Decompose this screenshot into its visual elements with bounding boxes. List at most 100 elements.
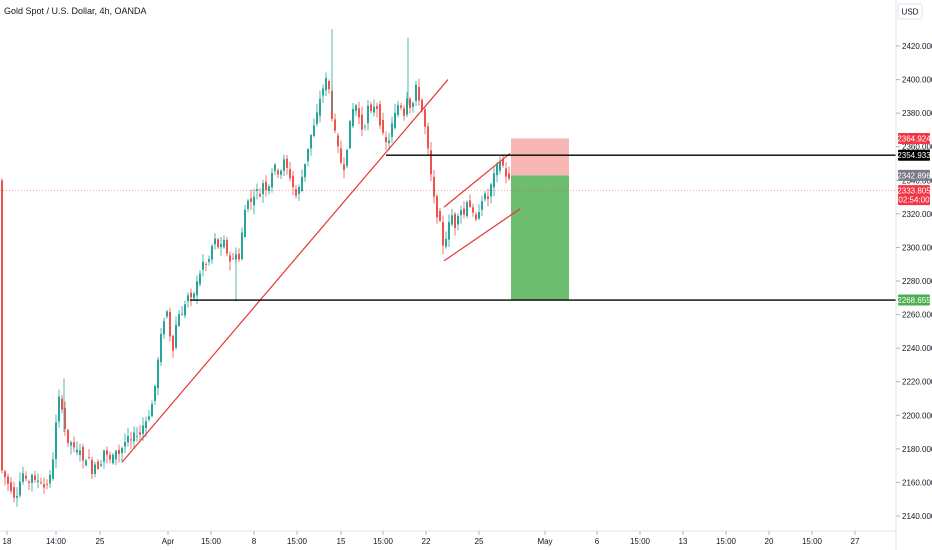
target-tag[interactable]: 2268.655 [897,294,931,306]
candle-body [424,109,426,127]
channel-lower[interactable] [443,208,521,262]
candle-body [265,181,267,191]
stop-loss-zone[interactable] [511,138,569,176]
candle-body [184,304,186,316]
candle-body [433,176,435,197]
candle-body [343,164,345,171]
price-tick-label: 2420.000 [902,42,932,51]
candle-body [160,333,162,363]
candle-body [70,442,72,446]
candle-body [118,449,120,455]
last-price-tag-bg [898,185,930,206]
candle-body [196,281,198,296]
candle-body [280,170,282,175]
price-tick-label: 2380.000 [902,109,932,118]
candle-body [46,483,48,485]
candle-body [358,108,360,118]
candle-body [34,475,36,481]
candle-body [304,164,306,178]
candle-body [88,457,90,458]
entry-tag-bg [898,169,930,181]
candle-body [109,454,111,460]
candle-body [64,408,66,429]
candle-body [427,126,429,149]
candle-body [190,292,192,298]
ascending-trendline[interactable] [121,79,449,463]
candle-body [16,495,18,498]
candle-body [505,168,507,177]
candle-body [199,273,201,285]
candle-body [337,135,339,147]
candle-body [310,135,312,149]
candle-body [475,214,477,220]
candle-body [397,105,399,116]
candle-body [25,475,27,479]
target-tag-value: 2268.655 [897,296,931,305]
candle-body [490,184,492,197]
time-tick-label: 25 [475,537,484,546]
chart-pane[interactable] [0,0,896,531]
stop-loss-tag[interactable]: 2364.924 [897,132,931,144]
candle-body [370,104,372,112]
candle-body [319,98,321,116]
candle-body [448,222,450,240]
time-tick-label: 15:00 [716,537,737,546]
candle-body [205,264,207,265]
price-tick-label: 2360.000 [902,143,932,152]
candle-body [367,105,369,124]
candle-body [487,196,489,199]
candle-body [349,121,351,149]
stop-loss-tag-bg [898,132,930,144]
entry-tag[interactable]: 2342.896 [897,169,931,181]
candle-body [187,295,189,302]
time-tick-label: 8 [252,537,257,546]
candle-body [145,421,147,429]
price-axis[interactable]: 2140.000 2160.000 2180.000 2200.000 2220.000… [896,42,932,521]
candle-body [124,441,126,447]
candle-body [469,200,471,208]
candle-body [193,293,195,299]
candle-body [439,211,441,221]
stop-loss-tag-value: 2364.924 [897,134,931,143]
resistance-tag[interactable]: 2354.933 [897,149,931,161]
time-tick-label: 27 [851,537,860,546]
candle-body [202,261,204,270]
time-tick-label: 15:00 [287,537,308,546]
take-profit-zone[interactable] [511,175,569,301]
candle-body [127,436,129,443]
candle-body [334,119,336,131]
candle-body [382,119,384,133]
candle-body [49,474,51,484]
candle-body [157,359,159,389]
time-tick-label: May [537,537,552,546]
candle-body [91,459,93,475]
price-tick-label: 2160.000 [902,478,932,487]
candle-body [166,311,168,317]
candle-body [295,189,297,196]
currency-button[interactable]: USD [897,3,923,20]
candle-body [283,159,285,171]
candle-body [211,245,213,260]
price-tick-label: 2400.000 [902,76,932,85]
candle-body [259,194,261,197]
candle-body [466,202,468,217]
time-tick-label: 25 [96,537,105,546]
currency-button-frame[interactable] [897,3,923,20]
candle-body [484,193,486,200]
candle-body [136,436,138,437]
candle-body [217,239,219,248]
channel-upper[interactable] [443,152,511,208]
candle-body [241,232,243,260]
time-axis[interactable]: 18 14:00 25 Apr 15:00 8 15:00 15 15:00 22 25 May 6 15… [3,531,860,546]
candle-body [289,169,291,179]
resistance-tag-value: 2354.933 [897,151,931,160]
candle-body [178,314,180,326]
candle-body [175,324,177,348]
candle-body [172,335,174,351]
symbol-title: Gold Spot / U.S. Dollar, 4h, OANDA [4,6,147,16]
candle-body [406,98,408,115]
candle-body [403,108,405,116]
candle-body [256,189,258,191]
